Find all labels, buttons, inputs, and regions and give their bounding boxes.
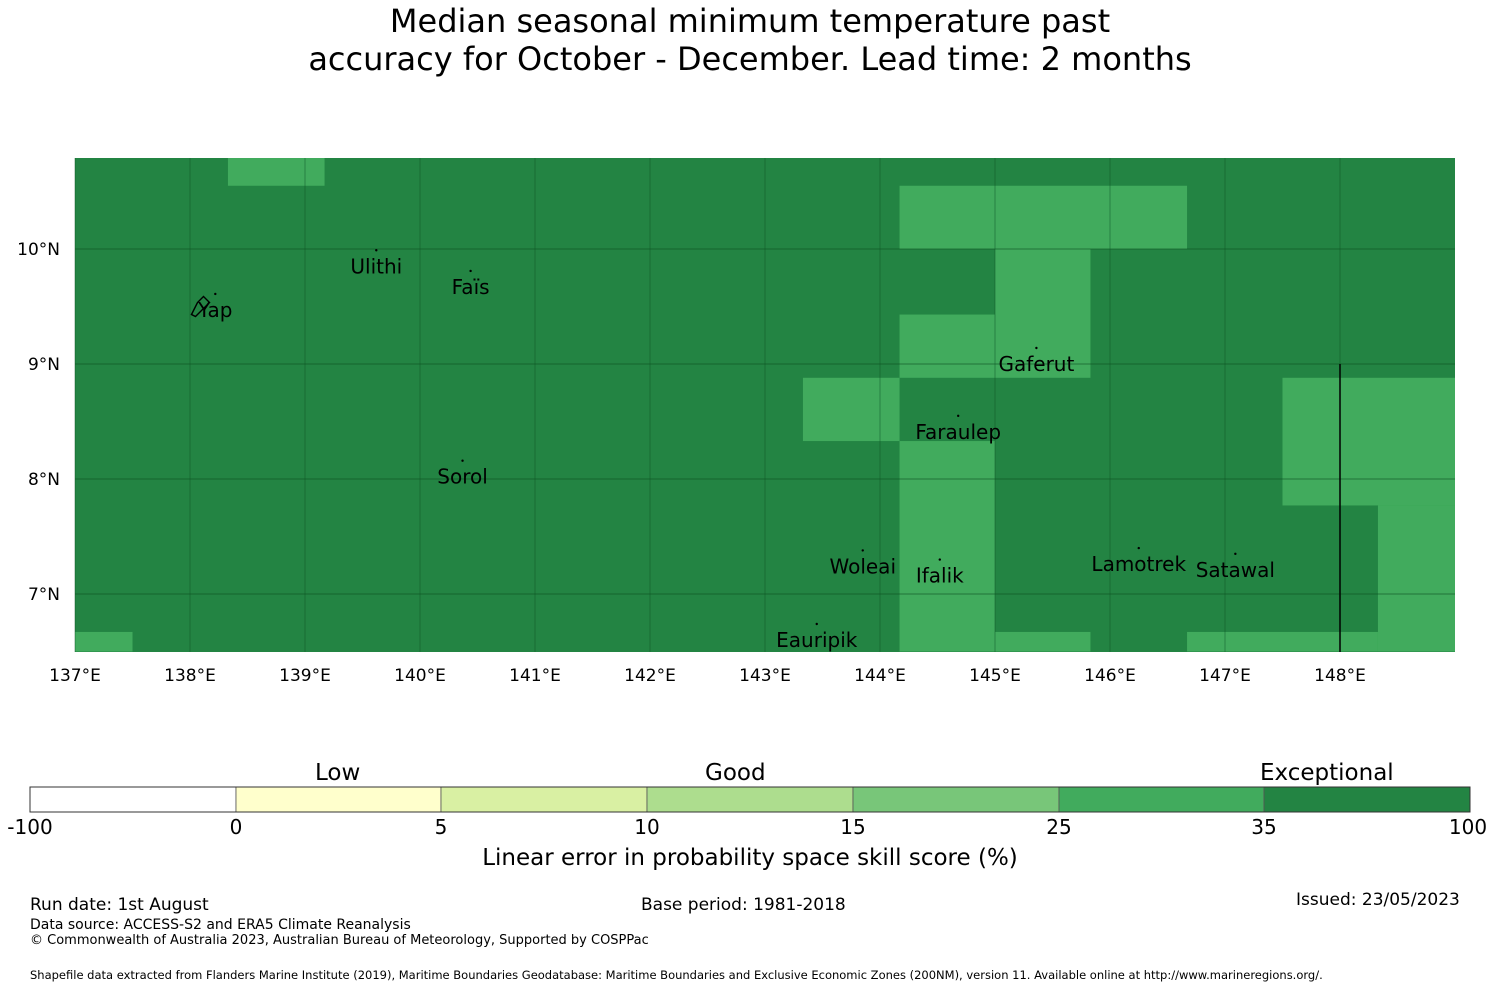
lon-tick-label: 147°E (1199, 666, 1251, 686)
place-label: Ifalik (916, 564, 964, 588)
island-marker (1234, 552, 1237, 556)
lon-tick-label: 142°E (624, 666, 676, 686)
skill-cell (1377, 505, 1455, 652)
title-line-1: Median seasonal minimum temperature past (389, 2, 1111, 40)
run-date: Run date: 1st August (30, 895, 209, 915)
map-background (75, 158, 1455, 652)
skill-cell (995, 631, 1091, 652)
skill-cell (899, 441, 995, 652)
colorbar-segment (1263, 786, 1471, 813)
skill-cell (995, 249, 1091, 378)
lat-tick-label: 8°N (28, 470, 60, 490)
colorbar-segment (235, 786, 442, 813)
colorbar-tick: 5 (434, 815, 448, 839)
copyright: © Commonwealth of Australia 2023, Austra… (30, 933, 649, 948)
skill-cell (802, 377, 900, 442)
colorbar-group-exceptional: Exceptional (1260, 760, 1394, 786)
place-label: Faraulep (915, 420, 1001, 444)
lat-tick-label: 10°N (17, 240, 60, 260)
skill-cell (899, 185, 1188, 249)
colorbar-tick: 15 (840, 815, 866, 839)
skill-cell (227, 158, 325, 186)
colorbar-tick: -100 (7, 815, 53, 839)
shapefile-credit: Shapefile data extracted from Flanders M… (30, 968, 1323, 982)
place-label: Sorol (437, 465, 488, 489)
issued-date: Issued: 23/05/2023 (1296, 890, 1460, 910)
colorbar-tick: 10 (634, 815, 660, 839)
data-source: Data source: ACCESS-S2 and ERA5 Climate … (30, 917, 411, 933)
island-marker (1035, 346, 1038, 350)
place-label: Woleai (829, 554, 896, 578)
title-line-2: accuracy for October - December. Lead ti… (308, 40, 1192, 78)
island-marker (214, 292, 217, 296)
yap-island-outline (190, 295, 211, 318)
skill-cell (899, 314, 995, 378)
colorbar-frame (29, 786, 1471, 813)
lon-tick-label: 137°E (49, 666, 101, 686)
lon-tick-label: 144°E (854, 666, 906, 686)
lon-tick-label: 145°E (969, 666, 1021, 686)
island-marker (938, 558, 941, 561)
place-label: Yap (197, 298, 232, 322)
skill-cell (1282, 377, 1455, 506)
colorbar-segment (1058, 786, 1265, 813)
colorbar-tick: 35 (1251, 815, 1277, 839)
island-marker (815, 622, 818, 626)
colorbar-segment (29, 786, 237, 813)
lon-tick-label: 148°E (1314, 666, 1366, 686)
place-label: Faïs (452, 275, 490, 299)
lon-tick-label: 143°E (739, 666, 791, 686)
island-marker (957, 414, 960, 418)
skill-cell (75, 631, 133, 652)
base-period: Base period: 1981-2018 (641, 895, 846, 915)
colorbar-segment (440, 786, 648, 813)
lat-tick-label: 7°N (28, 585, 60, 605)
lon-tick-label: 138°E (164, 666, 216, 686)
island-marker (469, 269, 472, 273)
lon-tick-label: 139°E (279, 666, 331, 686)
lon-tick-label: 140°E (394, 666, 446, 686)
colorbar-segment (852, 786, 1060, 813)
island-marker (375, 249, 378, 252)
colorbar-tick: 100 (1448, 815, 1488, 839)
place-label: Ulithi (350, 254, 402, 278)
island-marker (1137, 546, 1140, 550)
lon-tick-label: 141°E (509, 666, 561, 686)
colorbar-segment (646, 786, 854, 813)
chart-title: Median seasonal minimum temperature past… (0, 2, 1500, 78)
lon-tick-label: 146°E (1084, 666, 1136, 686)
skill-cell (1187, 631, 1378, 652)
place-label: Lamotrek (1091, 552, 1186, 576)
colorbar-tick: 25 (1046, 815, 1072, 839)
colorbar-title: Linear error in probability space skill … (482, 845, 1018, 871)
place-label: Eauripik (776, 628, 858, 652)
colorbar-group-good: Good (705, 760, 766, 786)
colorbar-tick: 0 (229, 815, 243, 839)
lat-tick-label: 9°N (28, 355, 60, 375)
island-marker (861, 549, 864, 552)
island-marker (461, 459, 464, 462)
place-label: Satawal (1196, 558, 1275, 582)
colorbar-group-low: Low (315, 760, 361, 786)
place-label: Gaferut (998, 352, 1074, 376)
